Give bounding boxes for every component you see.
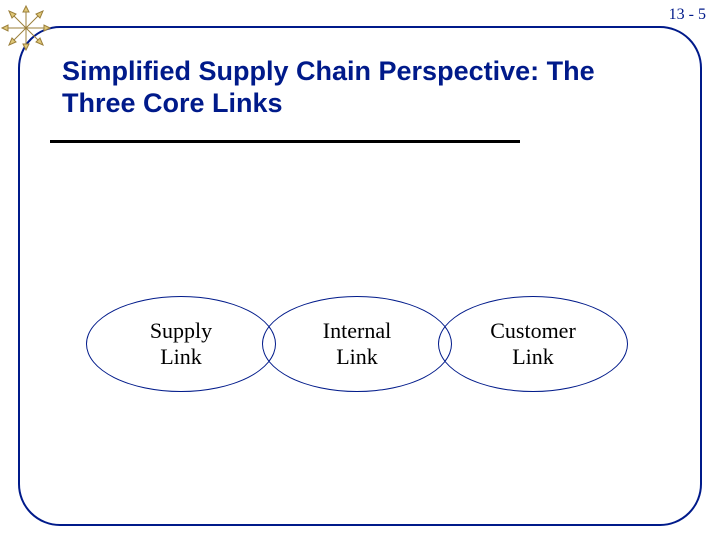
page-number: 13 - 5 [669,6,706,24]
title-underline [50,140,520,143]
slide-title: Simplified Supply Chain Perspective: The… [62,56,662,120]
ellipse-supply-link: Supply Link [86,296,276,392]
ellipse-internal-link: Internal Link [262,296,452,392]
ellipse-customer-link: Customer Link [438,296,628,392]
radial-arrows-icon [0,4,54,52]
ellipse-supply-link-label: Supply Link [150,318,212,371]
ellipse-internal-link-label: Internal Link [323,318,391,371]
slide: 13 - 5 [0,0,720,540]
ellipse-customer-link-label: Customer Link [490,318,576,371]
